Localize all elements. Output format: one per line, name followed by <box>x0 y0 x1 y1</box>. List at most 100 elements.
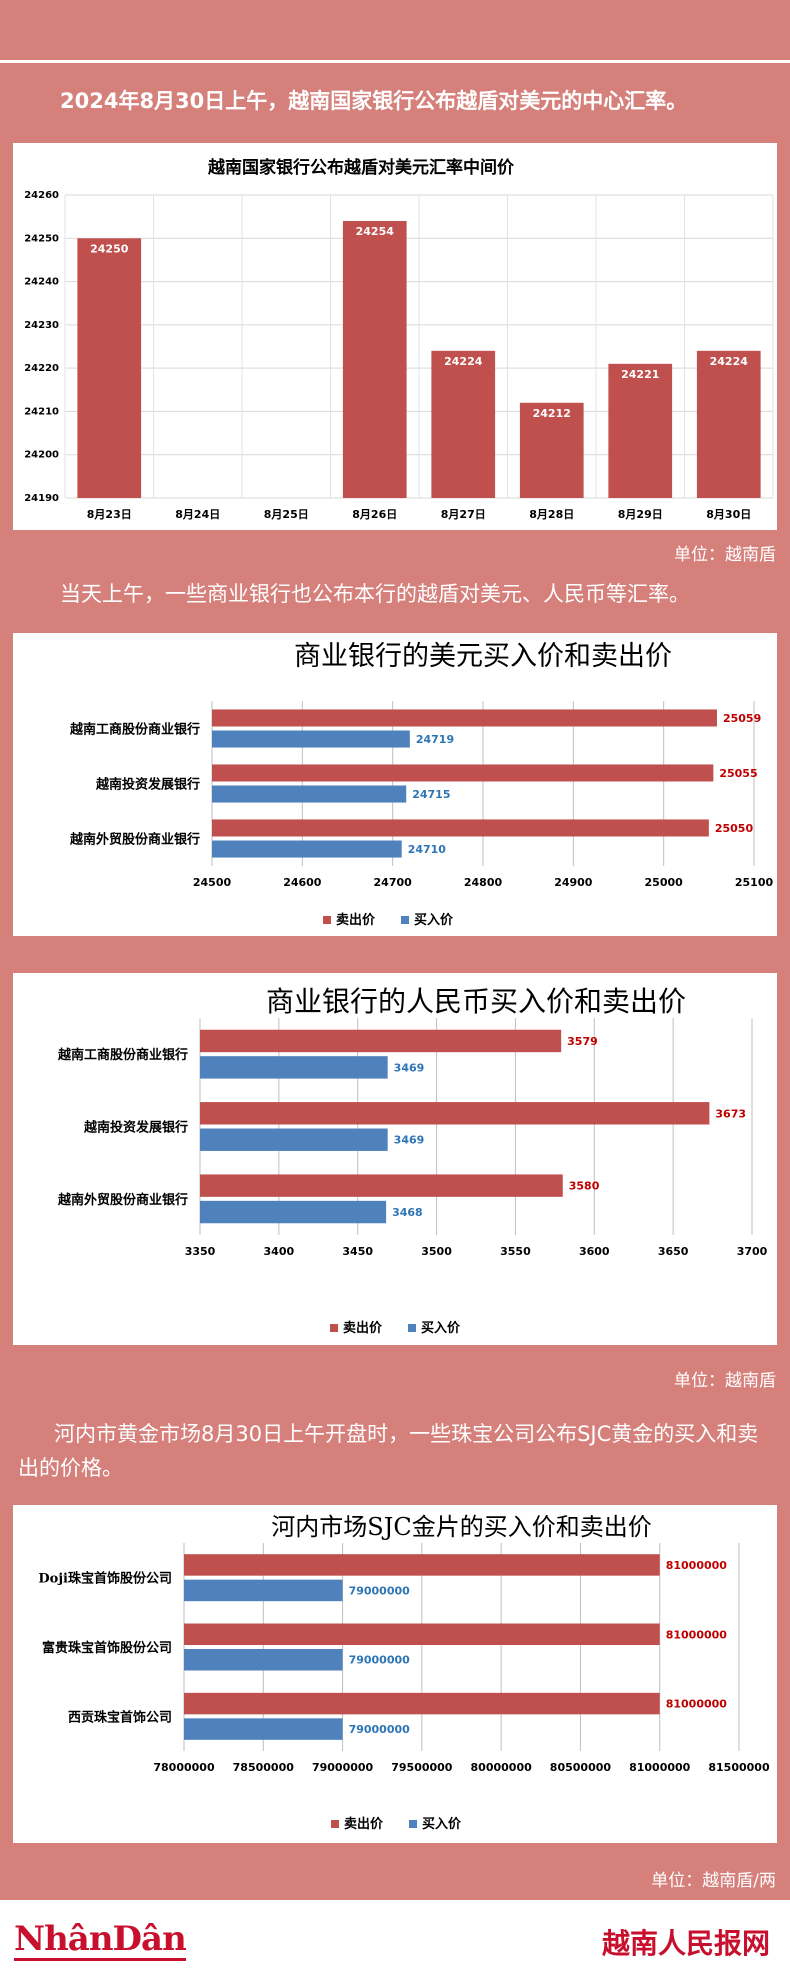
legend-label: 卖出价 <box>343 1320 383 1336</box>
bar <box>342 220 407 498</box>
data-label: 79000000 <box>349 1584 411 1597</box>
data-label: 24715 <box>412 788 450 801</box>
category-label: 富贵珠宝首饰股份公司 <box>42 1640 172 1656</box>
bar <box>519 402 584 498</box>
data-label: 24719 <box>416 733 454 746</box>
chart-title: 商业银行的美元买入价和卖出价 <box>294 641 672 672</box>
x-tick-label: 8月27日 <box>441 508 486 521</box>
data-label: 24224 <box>710 355 749 368</box>
y-tick-label: 24250 <box>24 233 59 244</box>
data-label: 24212 <box>533 407 571 420</box>
chart-title: 越南国家银行公布越盾对美元汇率中间价 <box>207 157 515 178</box>
x-tick-label: 8月23日 <box>87 508 132 521</box>
x-tick-label: 3700 <box>737 1245 768 1258</box>
bar <box>200 1056 388 1079</box>
x-tick-label: 24900 <box>554 876 593 889</box>
x-tick-label: 80000000 <box>471 1761 533 1774</box>
data-label: 3469 <box>394 1134 425 1147</box>
legend-label: 买入价 <box>421 1321 461 1336</box>
data-label: 3579 <box>567 1035 598 1048</box>
data-label: 81000000 <box>666 1698 728 1711</box>
y-tick-label: 24230 <box>24 320 59 331</box>
chart-central-rate-svg: 越南国家银行公布越盾对美元汇率中间价 24190 24200 24210 24220 24… <box>24 157 774 521</box>
x-tick-label: 8月26日 <box>352 508 397 521</box>
bar <box>77 238 142 498</box>
category-label: 西贡珠宝首饰公司 <box>68 1709 172 1725</box>
x-tick-label: 25100 <box>735 876 774 889</box>
category-label: 越南工商股份商业银行 <box>69 722 200 738</box>
legend-label: 买入价 <box>422 1817 462 1832</box>
category-label: Doji珠宝首饰股份公司 <box>38 1571 172 1587</box>
x-tick-label: 81000000 <box>629 1761 691 1774</box>
x-tick-label: 8月24日 <box>175 508 220 521</box>
chart-cny-banks-svg: 商业银行的人民币买入价和卖出价 3350 3400 3450 3500 3550 3600 3… <box>57 985 768 1336</box>
bar <box>212 709 717 727</box>
legend-label: 买入价 <box>414 913 454 928</box>
x-tick-label: 8月29日 <box>618 508 663 521</box>
chart-sjc-gold-svg: 河内市场SJC金片的买入价和卖出价 78000000 78500000 7900000… <box>38 1513 770 1832</box>
y-tick-label: 24210 <box>24 406 59 417</box>
paragraph-commercial-banks: 当天上午，一些商业银行也公布本行的越盾对美元、人民币等汇率。 <box>60 582 690 606</box>
bar <box>200 1174 563 1197</box>
bar <box>212 730 410 748</box>
category-label: 越南工商股份商业银行 <box>57 1047 188 1063</box>
data-label: 81000000 <box>666 1628 728 1641</box>
x-tick-label: 3400 <box>264 1245 295 1258</box>
site-logo[interactable]: 越南人民报网 <box>601 1927 770 1960</box>
footer-bar: NhânDân 越南人民报网 <box>0 1900 790 1975</box>
data-label: 3469 <box>394 1061 425 1074</box>
x-tick-label: 24500 <box>193 876 232 889</box>
bar <box>184 1692 660 1715</box>
bar <box>696 350 761 498</box>
bar <box>212 819 709 837</box>
x-tick-label: 80500000 <box>550 1761 612 1774</box>
x-tick-label: 79500000 <box>391 1761 453 1774</box>
chart-usd-banks-svg: 商业银行的美元买入价和卖出价 24500 24600 24700 24800 24900 2… <box>69 641 774 928</box>
data-label: 24224 <box>444 355 483 368</box>
bar <box>184 1579 343 1602</box>
nhandan-logo[interactable]: NhânDân <box>14 1919 187 1961</box>
data-label: 24710 <box>408 843 447 856</box>
x-tick-label: 3600 <box>579 1245 610 1258</box>
unit-label-3: 单位：越南盾/两 <box>651 1871 776 1891</box>
data-label: 81000000 <box>666 1559 728 1572</box>
x-tick-label: 8月30日 <box>706 508 751 521</box>
data-label: 3673 <box>715 1107 746 1120</box>
legend-label: 卖出价 <box>336 912 376 928</box>
data-label: 24221 <box>621 368 659 381</box>
data-label: 3468 <box>392 1206 423 1219</box>
category-label: 越南外贸股份商业银行 <box>57 1192 188 1208</box>
top-divider <box>0 60 790 63</box>
category-label: 越南投资发展银行 <box>95 777 200 793</box>
category-label: 越南外贸股份商业银行 <box>69 832 200 848</box>
bar <box>608 363 673 498</box>
data-label: 25055 <box>719 767 757 780</box>
legend-swatch <box>331 1820 339 1828</box>
x-tick-label: 24700 <box>374 876 413 889</box>
bar <box>212 840 402 858</box>
bar <box>184 1718 343 1740</box>
x-tick-label: 24600 <box>283 876 322 889</box>
data-label: 79000000 <box>349 1723 411 1736</box>
x-tick-label: 3650 <box>658 1245 689 1258</box>
bar <box>212 785 407 803</box>
bar <box>200 1102 710 1125</box>
bar <box>431 350 496 498</box>
x-tick-label: 78000000 <box>153 1761 215 1774</box>
legend-swatch <box>330 1324 338 1332</box>
x-tick-label: 3350 <box>185 1245 216 1258</box>
x-tick-label: 8月25日 <box>264 508 309 521</box>
legend-swatch <box>401 916 409 924</box>
x-tick-label: 78500000 <box>233 1761 295 1774</box>
bar <box>184 1554 660 1576</box>
y-tick-label: 24190 <box>24 493 59 504</box>
paragraph-gold-market: 河内市黄金市场8月30日上午开盘时，一些珠宝公司公布SJC黄金的买入和卖出的价格… <box>18 1422 759 1480</box>
legend-swatch <box>409 1820 417 1828</box>
y-tick-label: 24220 <box>24 363 59 374</box>
legend-swatch <box>323 916 331 924</box>
unit-label-2: 单位：越南盾 <box>674 1371 776 1391</box>
chart-central-rate: 越南国家银行公布越盾对美元汇率中间价 24190 24200 24210 24220 24… <box>13 143 777 530</box>
unit-label-1: 单位：越南盾 <box>674 545 776 565</box>
data-label: 25059 <box>723 712 761 725</box>
chart-title: 商业银行的人民币买入价和卖出价 <box>266 985 686 1018</box>
